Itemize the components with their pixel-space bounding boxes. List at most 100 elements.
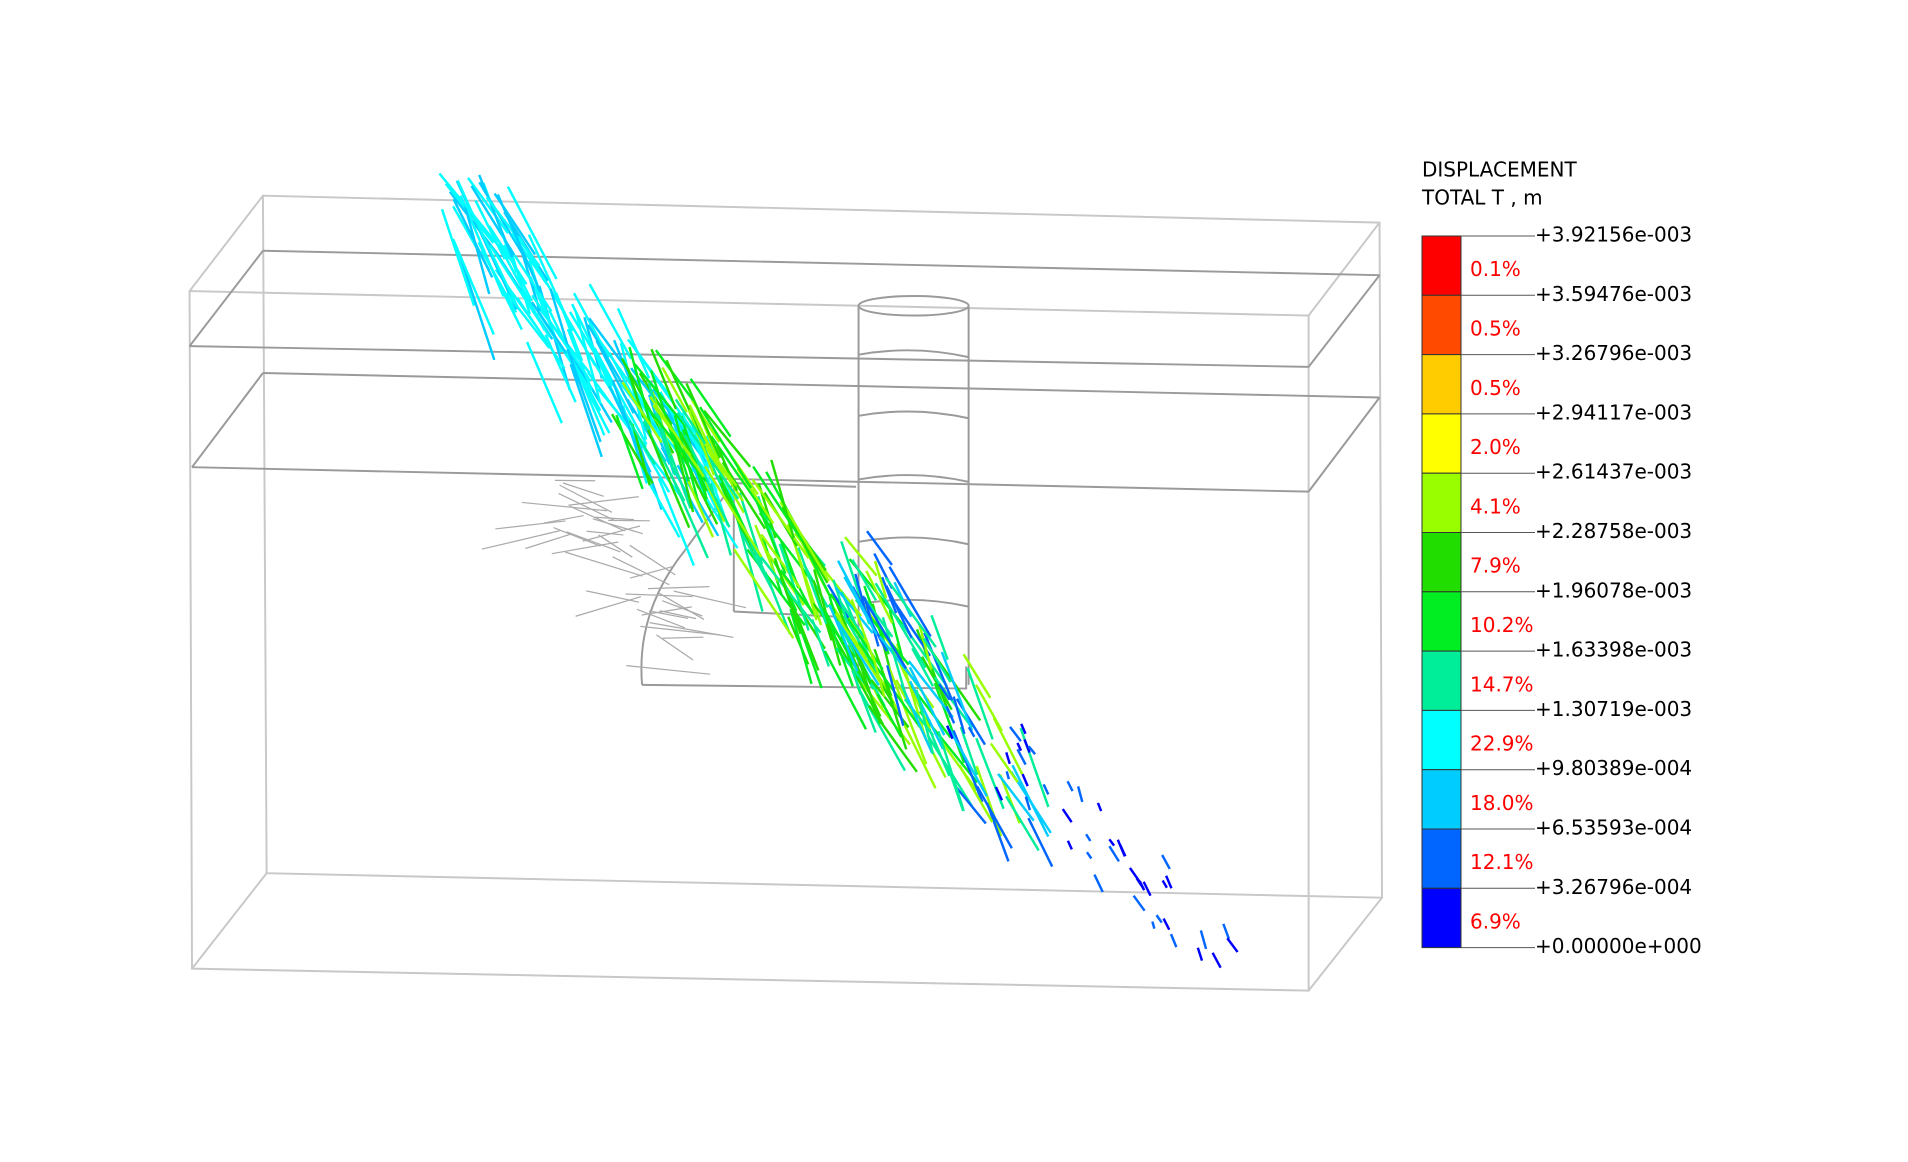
vector — [1027, 745, 1037, 755]
color-band — [1421, 532, 1462, 593]
vector — [575, 596, 642, 617]
vector — [587, 324, 624, 385]
legend-title: TOTAL T , m — [1421, 186, 1543, 210]
vector — [888, 566, 932, 638]
band-percent: 0.1% — [1470, 257, 1521, 281]
color-band — [1421, 235, 1462, 296]
vector — [1009, 726, 1022, 742]
vector — [760, 533, 802, 589]
vector — [452, 198, 494, 278]
vector — [626, 664, 711, 675]
vector — [974, 684, 1003, 732]
vector — [674, 398, 707, 445]
vector — [672, 437, 695, 513]
vector — [612, 556, 670, 586]
vector — [1199, 930, 1208, 950]
vector — [740, 532, 774, 592]
vector — [553, 526, 601, 547]
vector — [826, 617, 854, 687]
vector — [959, 726, 979, 776]
vector — [662, 636, 704, 639]
vector — [703, 409, 752, 468]
vector — [687, 480, 715, 538]
vector — [920, 656, 953, 711]
vector — [952, 783, 987, 825]
vector — [458, 255, 496, 361]
level-label: +1.63398e-003 — [1535, 638, 1692, 662]
vector — [908, 666, 946, 736]
vector — [985, 802, 1010, 862]
vector — [615, 414, 644, 490]
vector — [566, 328, 593, 391]
vector — [911, 647, 934, 687]
vector — [839, 601, 866, 639]
vector — [525, 341, 563, 424]
vector — [958, 764, 994, 823]
vector — [636, 608, 686, 629]
vector — [627, 338, 673, 399]
vector — [989, 742, 1019, 783]
vector — [851, 670, 877, 733]
vector — [1196, 947, 1204, 961]
vector — [559, 484, 613, 513]
legend: DISPLACEMENT TOTAL T , m 0.1% 0.5% 0.5% 2.0… — [1421, 158, 1702, 959]
vector — [1096, 802, 1103, 812]
vector — [880, 576, 898, 614]
band-percent: 7.9% — [1470, 554, 1521, 578]
vector — [650, 348, 678, 410]
vector — [440, 208, 476, 307]
band-percent: 18.0% — [1470, 791, 1534, 815]
vector — [1076, 786, 1084, 803]
vector — [566, 531, 621, 553]
box-edges — [188, 195, 1383, 992]
vector — [992, 717, 1024, 775]
vector — [836, 560, 874, 627]
vector — [751, 478, 810, 559]
vector — [644, 404, 707, 482]
vector — [1085, 851, 1093, 860]
vector — [966, 667, 994, 740]
vector — [933, 682, 966, 764]
level-label: +6.53593e-004 — [1535, 816, 1692, 840]
vector — [884, 576, 937, 648]
vector — [887, 664, 928, 765]
vector — [1016, 748, 1027, 766]
vector — [1021, 773, 1029, 787]
vector — [649, 621, 734, 638]
vector — [1005, 795, 1040, 852]
vector — [574, 311, 602, 405]
vector — [886, 665, 905, 727]
vector — [625, 593, 693, 598]
vector — [994, 786, 1004, 801]
vector — [647, 585, 710, 590]
vector — [661, 600, 703, 617]
vector — [876, 693, 903, 738]
level-label: +0.00000e+000 — [1535, 934, 1702, 958]
vector — [773, 557, 802, 635]
vector — [640, 625, 721, 636]
vector — [1161, 854, 1171, 870]
vector — [658, 592, 705, 620]
vector — [861, 595, 908, 670]
vector — [962, 653, 992, 699]
vector — [687, 409, 716, 476]
vector — [685, 382, 722, 459]
vector — [975, 785, 1013, 849]
vector — [915, 689, 935, 755]
vector — [1161, 879, 1168, 889]
vector — [646, 480, 681, 538]
vector — [882, 677, 908, 750]
vector — [610, 413, 654, 485]
vector — [1116, 839, 1126, 857]
band-percent: 12.1% — [1470, 850, 1534, 874]
vector — [649, 395, 705, 478]
color-band — [1421, 354, 1462, 415]
vector — [569, 505, 625, 532]
back-face — [261, 194, 1383, 899]
band-percent: 14.7% — [1470, 672, 1534, 696]
vector — [779, 569, 818, 619]
vector — [1108, 838, 1116, 847]
vector — [851, 641, 882, 725]
level-label: +9.80389e-004 — [1535, 756, 1692, 780]
color-band — [1421, 709, 1462, 771]
